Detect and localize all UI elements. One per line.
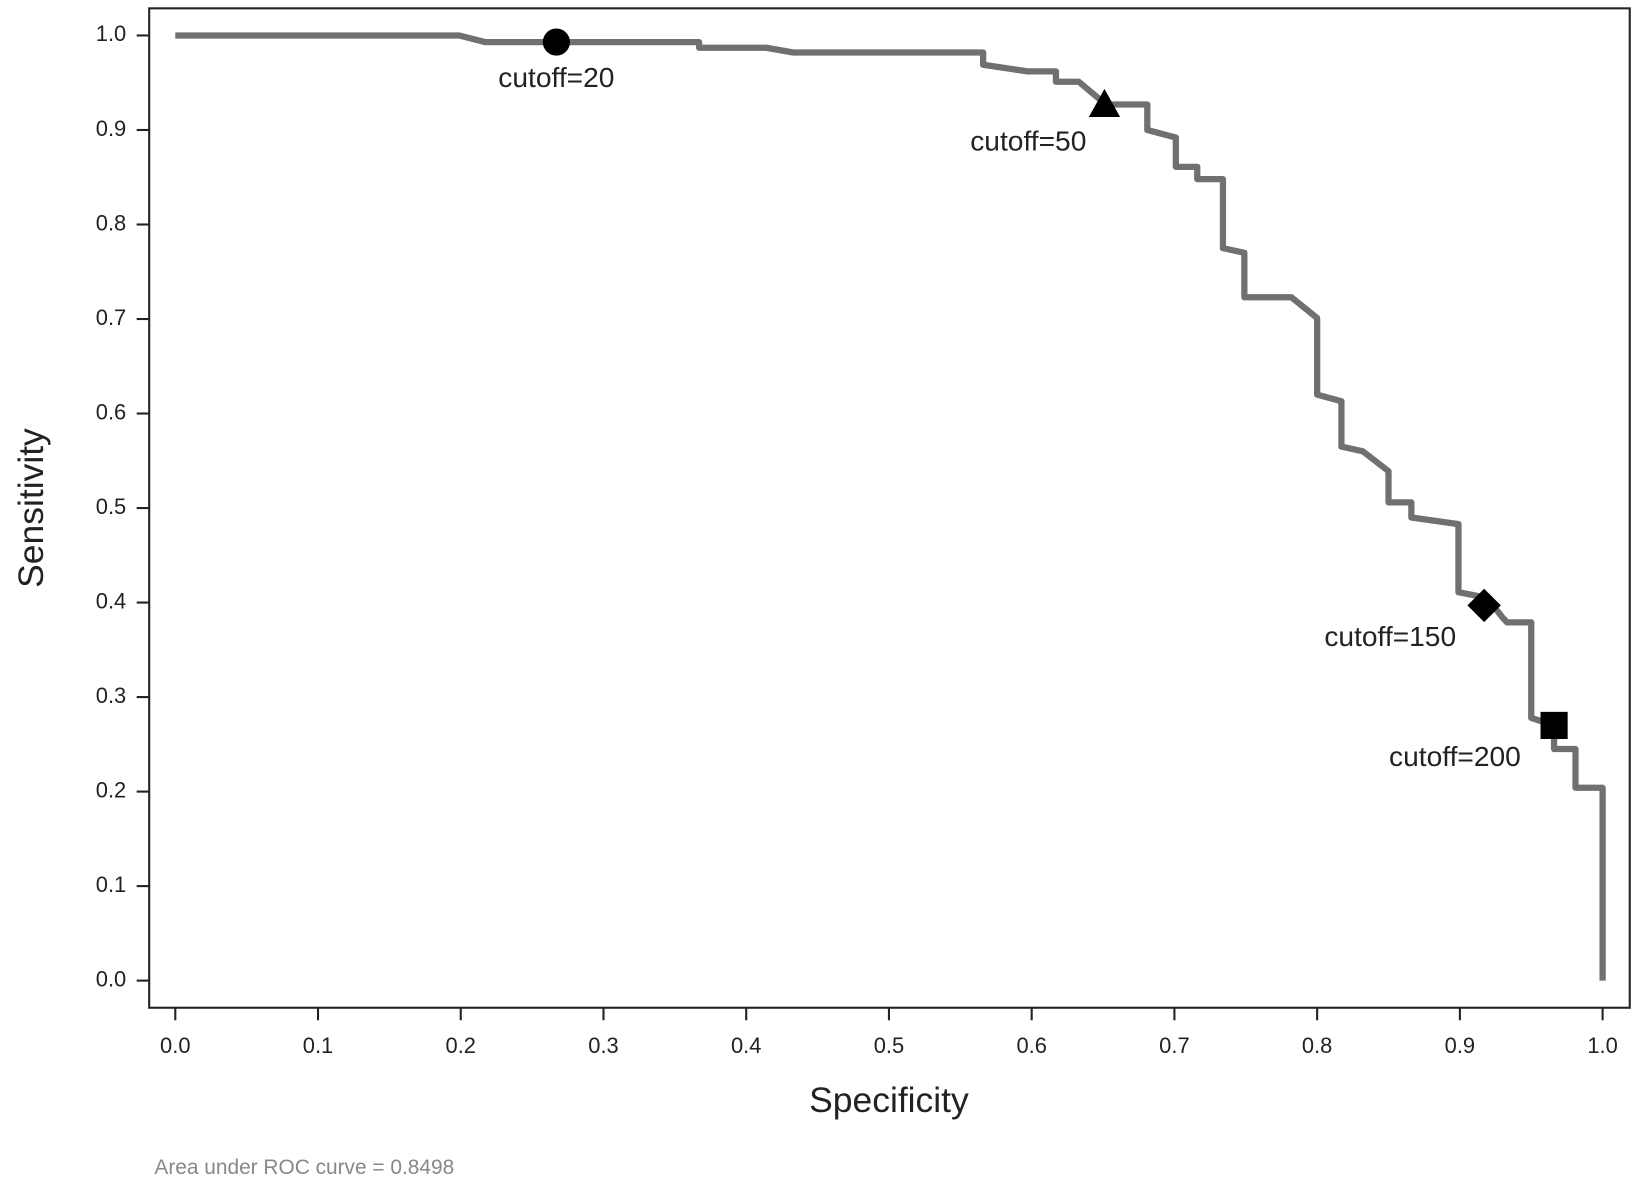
y-tick-label: 0.6 (96, 399, 126, 424)
y-tick-label: 0.0 (96, 966, 126, 991)
y-tick-label: 1.0 (96, 21, 126, 46)
x-tick-label: 0.5 (874, 1033, 904, 1058)
x-tick-label: 0.1 (303, 1033, 333, 1058)
x-axis-title: Specificity (809, 1080, 969, 1120)
cutoff-marker (542, 28, 570, 56)
x-tick-label: 0.7 (1159, 1033, 1189, 1058)
cutoff-label: cutoff=150 (1324, 621, 1456, 652)
roc-curve (175, 32, 1606, 981)
cutoff-label: cutoff=50 (970, 126, 1086, 157)
x-tick-label: 0.3 (588, 1033, 618, 1058)
y-tick-label: 0.3 (96, 683, 126, 708)
y-axis-title: Sensitivity (11, 428, 51, 588)
x-tick-label: 0.4 (731, 1033, 761, 1058)
y-tick-label: 0.4 (96, 588, 126, 613)
auc-note: Area under ROC curve = 0.8498 (154, 1156, 454, 1179)
plot-frame (148, 7, 1631, 1009)
x-tick-label: 0.0 (160, 1033, 190, 1058)
x-tick-label: 1.0 (1587, 1033, 1617, 1058)
cutoff-marker (1540, 711, 1568, 739)
y-tick-label: 0.9 (96, 116, 126, 141)
y-tick-label: 0.5 (96, 494, 126, 519)
x-tick-label: 0.8 (1302, 1033, 1332, 1058)
y-tick-label: 0.8 (96, 210, 126, 235)
y-tick-label: 0.2 (96, 777, 126, 802)
x-tick-label: 0.9 (1445, 1033, 1475, 1058)
y-tick-label: 0.1 (96, 872, 126, 897)
cutoff-label: cutoff=20 (498, 62, 614, 93)
cutoff-marker (1088, 88, 1121, 117)
cutoff-label: cutoff=200 (1389, 741, 1521, 772)
x-tick-label: 0.2 (446, 1033, 476, 1058)
x-tick-label: 0.6 (1016, 1033, 1046, 1058)
y-tick-label: 0.7 (96, 305, 126, 330)
